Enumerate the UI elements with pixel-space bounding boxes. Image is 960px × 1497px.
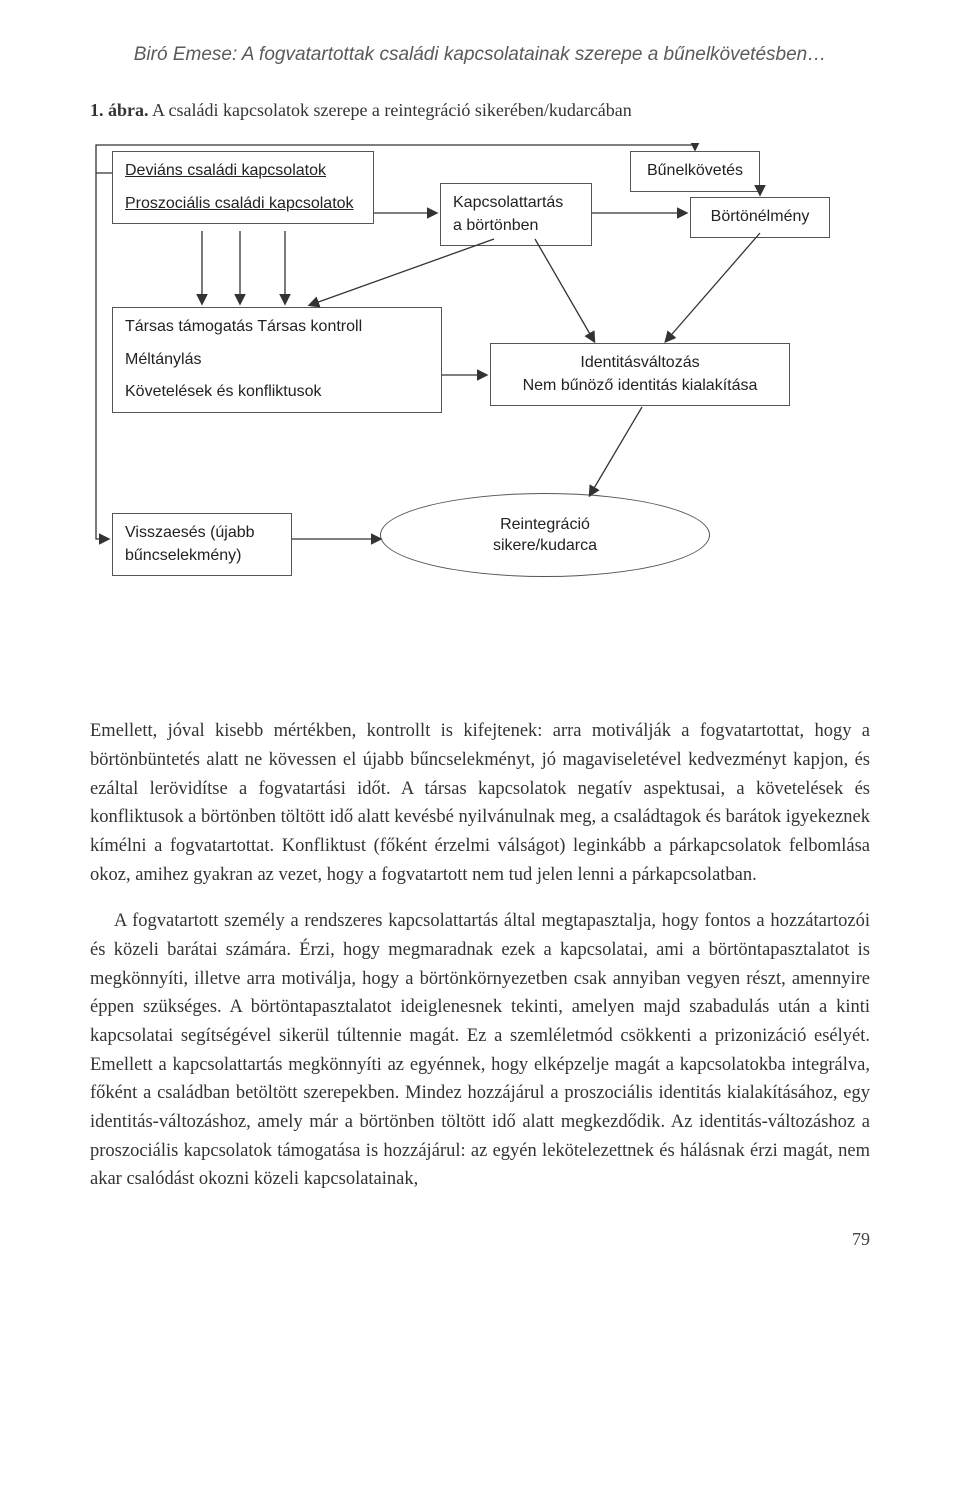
node-text-devians: Deviáns családi kapcsolatok	[125, 160, 361, 182]
node-text-reint-line1: Reintegráció	[500, 514, 590, 536]
node-relapse: Visszaesés (újabb bűncselekmény)	[112, 513, 292, 576]
node-text-contact-line1: Kapcsolattartás	[453, 192, 579, 214]
flowchart-diagram: Deviáns családi kapcsolatok Proszociális…	[90, 143, 870, 683]
node-reintegration: Reintegráció sikere/kudarca	[380, 493, 710, 577]
node-text-crime: Bűnelkövetés	[647, 162, 743, 179]
node-text-identity-line2: Nem bűnöző identitás kialakítása	[503, 375, 777, 397]
figure-caption: 1. ábra. A családi kapcsolatok szerepe a…	[90, 97, 870, 125]
node-text-proszocialis: Proszociális családi kapcsolatok	[125, 193, 361, 215]
node-identity-change: Identitásváltozás Nem bűnöző identitás k…	[490, 343, 790, 406]
paragraph-1: Emellett, jóval kisebb mértékben, kontro…	[90, 717, 870, 889]
node-support-control: Társas támogatás Társas kontroll Méltány…	[112, 307, 442, 412]
node-text-identity-line1: Identitásváltozás	[503, 352, 777, 374]
running-head: Biró Emese: A fogvatartottak családi kap…	[90, 40, 870, 69]
figure-caption-label: 1. ábra.	[90, 100, 149, 120]
body-text: Emellett, jóval kisebb mértékben, kontro…	[90, 717, 870, 1194]
node-text-relapse-line1: Visszaesés (újabb	[125, 522, 279, 544]
node-text-support-line1: Társas támogatás Társas kontroll	[125, 316, 429, 338]
node-text-relapse-line2: bűncselekmény)	[125, 545, 279, 567]
node-prison-experience: Börtönélmény	[690, 197, 830, 237]
node-crime: Bűnelkövetés	[630, 151, 760, 191]
page-number: 79	[90, 1226, 870, 1254]
node-family-relations: Deviáns családi kapcsolatok Proszociális…	[112, 151, 374, 224]
node-text-reint-line2: sikere/kudarca	[493, 535, 597, 557]
node-text-contact-line2: a börtönben	[453, 215, 579, 237]
paragraph-2: A fogvatartott személy a rendszeres kapc…	[90, 907, 870, 1194]
node-text-prison-exp: Börtönélmény	[711, 208, 810, 225]
node-contact-prison: Kapcsolattartás a börtönben	[440, 183, 592, 246]
node-text-support-line2: Méltánylás	[125, 349, 429, 371]
node-text-support-line3: Követelések és konfliktusok	[125, 381, 429, 403]
figure-caption-text: A családi kapcsolatok szerepe a reintegr…	[152, 100, 632, 120]
